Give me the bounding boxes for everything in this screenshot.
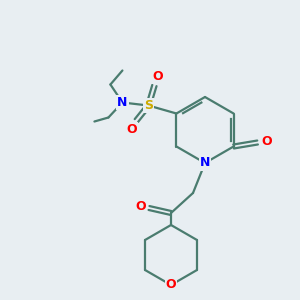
Text: O: O [261, 135, 272, 148]
Text: N: N [200, 157, 210, 169]
Text: N: N [117, 96, 128, 109]
Text: O: O [136, 200, 146, 212]
Text: O: O [126, 123, 137, 136]
Text: O: O [152, 70, 163, 83]
Text: O: O [166, 278, 176, 292]
Text: S: S [144, 99, 153, 112]
